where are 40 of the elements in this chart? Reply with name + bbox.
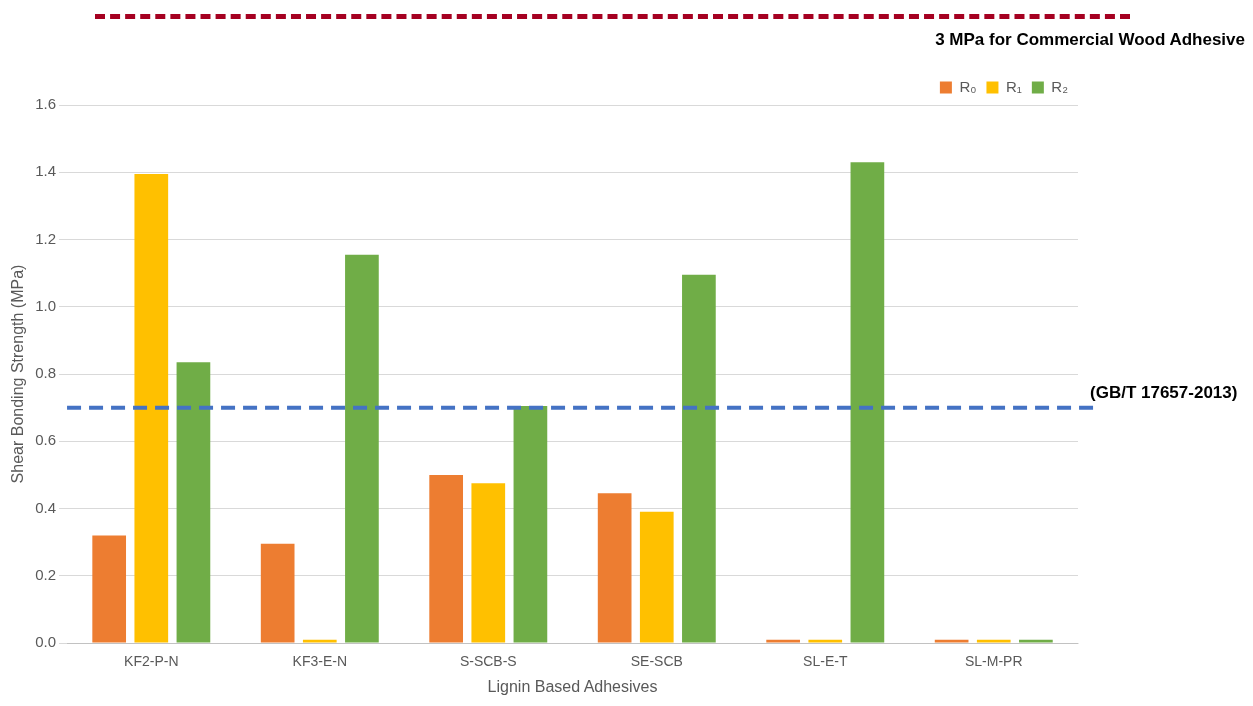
- y-axis-title: Shear Bonding Strength (MPa): [9, 264, 27, 484]
- x-axis-title: Lignin Based Adhesives: [487, 677, 658, 695]
- y-tick-label: 0.8: [35, 364, 57, 382]
- x-tick-label: SL-E-T: [803, 653, 848, 670]
- y-tick-label: 0.2: [35, 565, 57, 583]
- bar: [260, 543, 295, 643]
- bar: [808, 639, 843, 643]
- x-tick-label: KF3-E-N: [292, 653, 348, 670]
- bar: [597, 493, 632, 643]
- legend-label: R₁: [1005, 77, 1022, 95]
- y-tick-label: 1.2: [35, 229, 57, 247]
- bar: [934, 639, 969, 643]
- bar: [429, 474, 464, 643]
- bar: [1019, 639, 1053, 643]
- bar: [850, 162, 885, 643]
- x-tick-label: SL-M-PR: [964, 653, 1023, 670]
- x-tick-label: KF2-P-N: [124, 653, 179, 670]
- y-tick-label: 1.4: [35, 162, 57, 180]
- legend-label: R₂: [1051, 77, 1069, 95]
- ref-line-label: (GB/T 17657-2013): [1090, 382, 1238, 402]
- y-tick-label: 1.0: [35, 296, 57, 314]
- bar: [176, 362, 211, 643]
- y-tick-label: 0.0: [35, 633, 57, 651]
- y-tick-label: 1.6: [35, 95, 57, 113]
- y-tick-label: 0.6: [35, 431, 57, 449]
- text: 3 MPa for Commercial Wood Adhesive: [935, 30, 1245, 50]
- bar: [92, 535, 127, 643]
- x-tick-label: S-SCB-S: [459, 653, 517, 670]
- bar: [766, 639, 800, 643]
- bar: [302, 639, 337, 643]
- bar: [976, 639, 1011, 643]
- bar: [639, 511, 674, 643]
- y-tick-label: 0.4: [35, 498, 57, 516]
- bar: [471, 483, 506, 643]
- bar: [682, 274, 716, 643]
- bar: [345, 254, 379, 643]
- bar: [513, 405, 548, 643]
- x-tick-label: SE-SCB: [630, 653, 683, 670]
- legend-label: R₀: [959, 77, 977, 95]
- bar: [134, 173, 169, 643]
